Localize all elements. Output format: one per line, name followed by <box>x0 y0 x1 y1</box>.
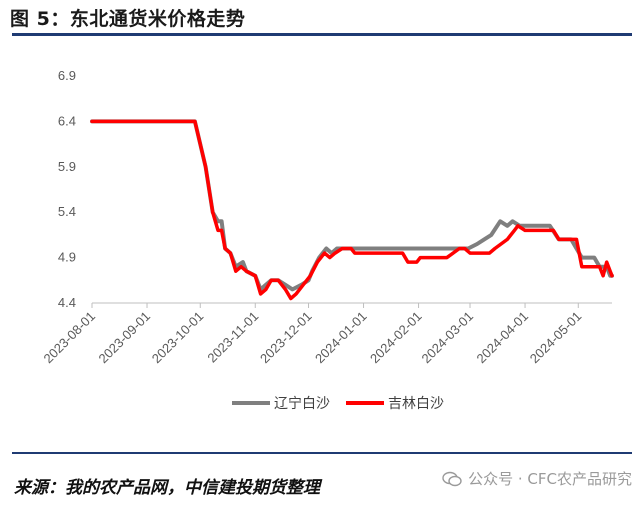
source-note: 来源：我的农产品网，中信建投期货整理 <box>14 478 320 498</box>
x-tick-label: 2023-12-01 <box>257 309 315 367</box>
x-tick-label: 2024-03-01 <box>419 309 477 367</box>
y-tick-label: 5.4 <box>58 204 76 219</box>
x-tick-label: 2023-10-01 <box>149 309 207 367</box>
y-tick-label: 6.4 <box>58 113 76 128</box>
x-tick-label: 2023-08-01 <box>40 309 98 367</box>
x-tick-label: 2023-09-01 <box>96 309 154 367</box>
wechat-icon <box>442 471 462 486</box>
x-tick-label: 2024-05-01 <box>527 309 585 367</box>
watermark-text: 公众号 · CFC农产品研究 <box>468 470 632 488</box>
figure-title: 图 5：东北通货米价格走势 <box>10 8 246 30</box>
y-tick-label: 5.9 <box>58 159 76 174</box>
y-tick-label: 4.4 <box>58 295 76 310</box>
series-line-1 <box>90 119 614 292</box>
series-line-2 <box>90 119 614 301</box>
watermark: 公众号 · CFC农产品研究 <box>442 468 632 489</box>
x-tick-label: 2024-02-01 <box>367 309 425 367</box>
price-line-chart: 6.96.45.95.44.94.42023-08-012023-09-0120… <box>40 68 614 411</box>
title-divider <box>12 33 632 36</box>
x-tick-label: 2024-01-01 <box>312 309 370 367</box>
x-tick-label: 2024-04-01 <box>474 309 532 367</box>
legend-label-1: 辽宁白沙 <box>274 395 330 411</box>
y-tick-label: 6.9 <box>58 68 76 83</box>
chart-area: 6.9 6.4 5.9 5.4 4.9 4.4 2023-08-01 2023-09-01 20… <box>0 40 644 440</box>
x-tick-label: 2023-11-01 <box>204 309 261 366</box>
legend-label-2: 吉林白沙 <box>388 395 444 411</box>
footer-divider <box>12 452 632 454</box>
y-tick-label: 4.9 <box>58 250 76 265</box>
